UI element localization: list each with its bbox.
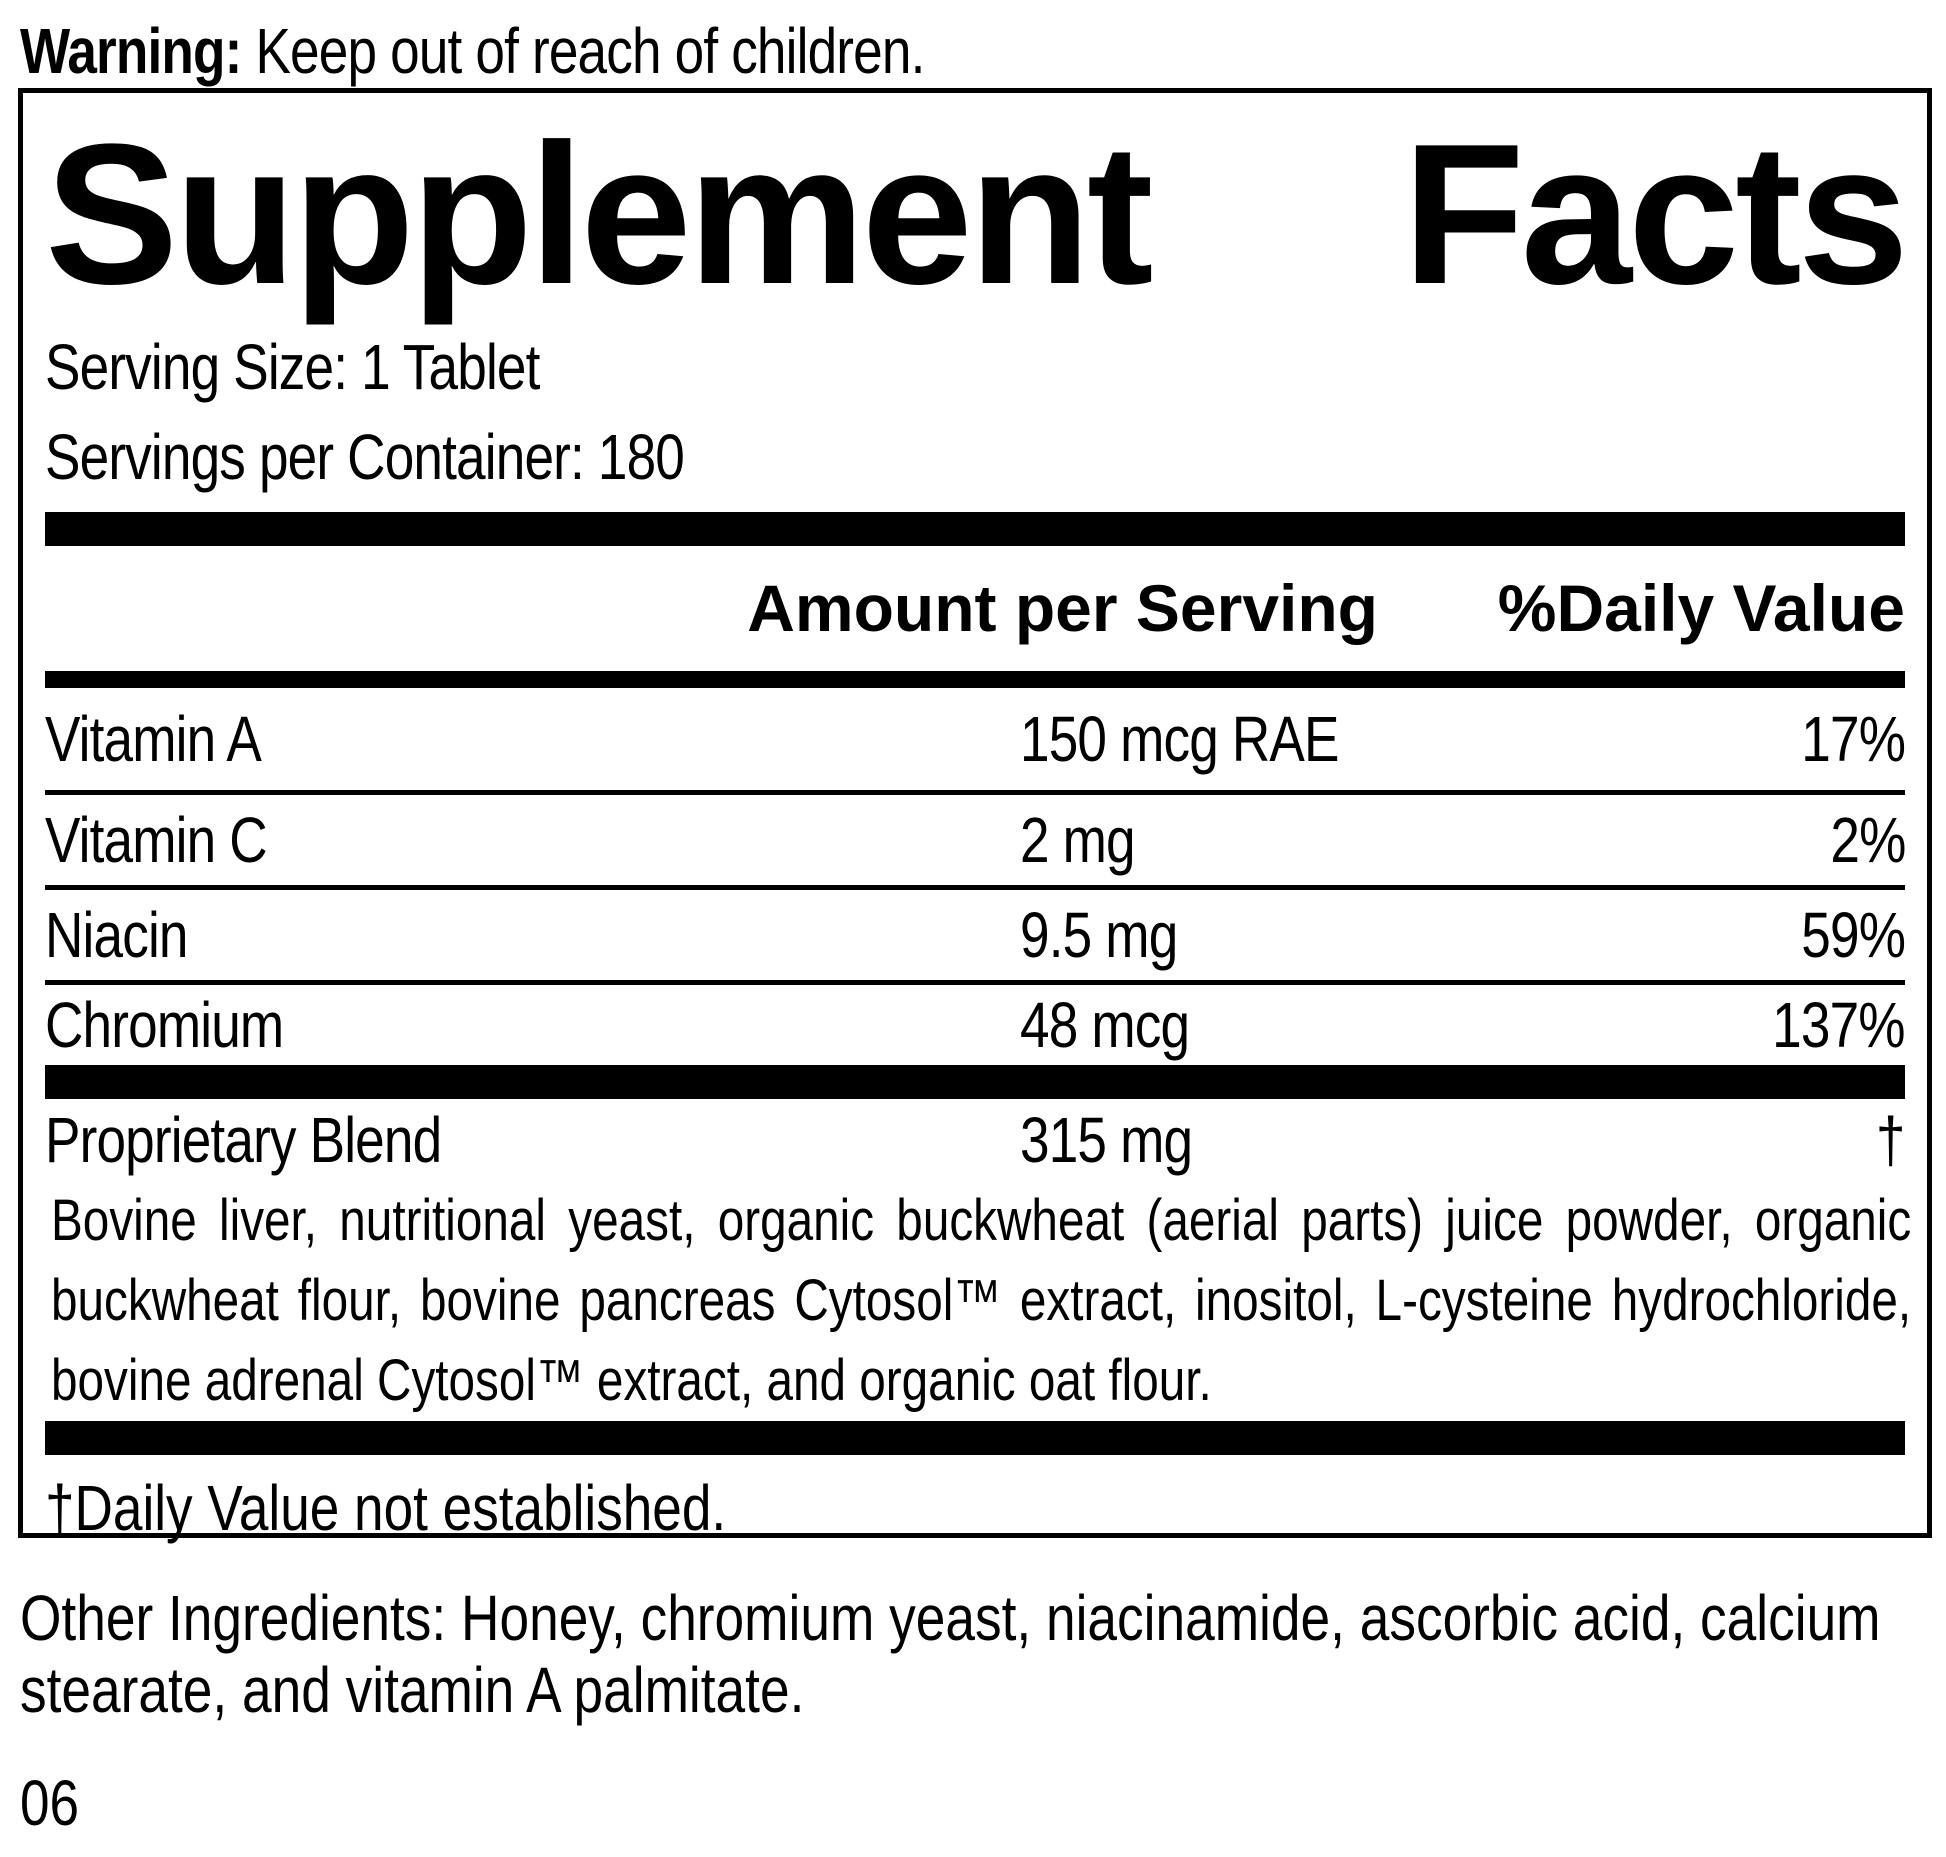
blend-description-wrap: Bovine liver, nutritional yeast, organic…: [51, 1181, 1911, 1421]
nutrient-amount: 2 mg: [1020, 804, 1136, 876]
nutrient-name: Vitamin C: [45, 804, 268, 876]
blend-daily-value-dagger: †: [1876, 1104, 1906, 1176]
warning-body: Keep out of reach of children.: [241, 15, 925, 87]
column-header-row: Amount per Serving %Daily Value: [45, 546, 1905, 671]
nutrient-name: Niacin: [45, 899, 188, 971]
nutrient-amount: 9.5 mg: [1020, 899, 1178, 971]
divider-bar-top: [45, 512, 1905, 546]
nutrient-daily-value: 17%: [1801, 703, 1906, 775]
servings-per-container-line: Servings per Container: 180: [45, 412, 1905, 502]
amount-per-serving-header: Amount per Serving: [747, 571, 1378, 645]
warning-label: Warning:: [20, 15, 242, 87]
nutrient-daily-value: 137%: [1772, 989, 1905, 1061]
divider-bar-header: [45, 671, 1905, 688]
divider-bar-blend: [45, 1065, 1905, 1099]
blend-amount: 315 mg: [1020, 1104, 1193, 1176]
warning-text: Warning: Keep out of reach of children.: [20, 12, 925, 90]
warning-line: Warning: Keep out of reach of children.: [20, 12, 1110, 90]
nutrient-daily-value: 59%: [1801, 899, 1906, 971]
proprietary-blend-row: Proprietary Blend 315 mg †: [45, 1099, 1906, 1181]
nutrient-daily-value: 2%: [1829, 804, 1906, 876]
nutrient-row-vitamin-a: Vitamin A 150 mcg RAE 17%: [45, 688, 1906, 795]
daily-value-footnote: †Daily Value not established.: [45, 1469, 1905, 1547]
label-code-text: 06: [20, 1767, 80, 1839]
serving-size-line: Serving Size: 1 Tablet: [45, 322, 1905, 412]
nutrient-amount: 48 mcg: [1020, 989, 1190, 1061]
other-ingredients-text: Other Ingredients: Honey, chromium yeast…: [20, 1582, 1881, 1726]
servings-per-container-text: Servings per Container: 180: [45, 421, 685, 493]
title-word-facts: Facts: [1402, 103, 1909, 326]
serving-size-text: Serving Size: 1 Tablet: [45, 331, 540, 403]
divider-bar-footnote: [45, 1421, 1905, 1455]
supplement-facts-panel: Supplement Facts Serving Size: 1 Tablet …: [18, 88, 1932, 1544]
nutrient-name: Chromium: [45, 989, 284, 1061]
daily-value-header: %Daily Value: [1497, 571, 1905, 645]
panel-title: Supplement Facts: [45, 103, 1909, 326]
label-code: 06: [20, 1768, 91, 1838]
nutrient-amount: 150 mcg RAE: [1020, 703, 1339, 775]
title-word-supplement: Supplement: [45, 103, 1154, 326]
blend-description: Bovine liver, nutritional yeast, organic…: [51, 1188, 1912, 1413]
nutrient-row-niacin: Niacin 9.5 mg 59%: [45, 890, 1906, 985]
nutrient-row-chromium: Chromium 48 mcg 137%: [45, 985, 1906, 1065]
blend-name: Proprietary Blend: [45, 1104, 442, 1176]
daily-value-footnote-text: †Daily Value not established.: [45, 1472, 727, 1544]
nutrient-name: Vitamin A: [45, 703, 262, 775]
other-ingredients-section: Other Ingredients: Honey, chromium yeast…: [20, 1582, 1926, 1726]
nutrient-row-vitamin-c: Vitamin C 2 mg 2%: [45, 795, 1906, 890]
